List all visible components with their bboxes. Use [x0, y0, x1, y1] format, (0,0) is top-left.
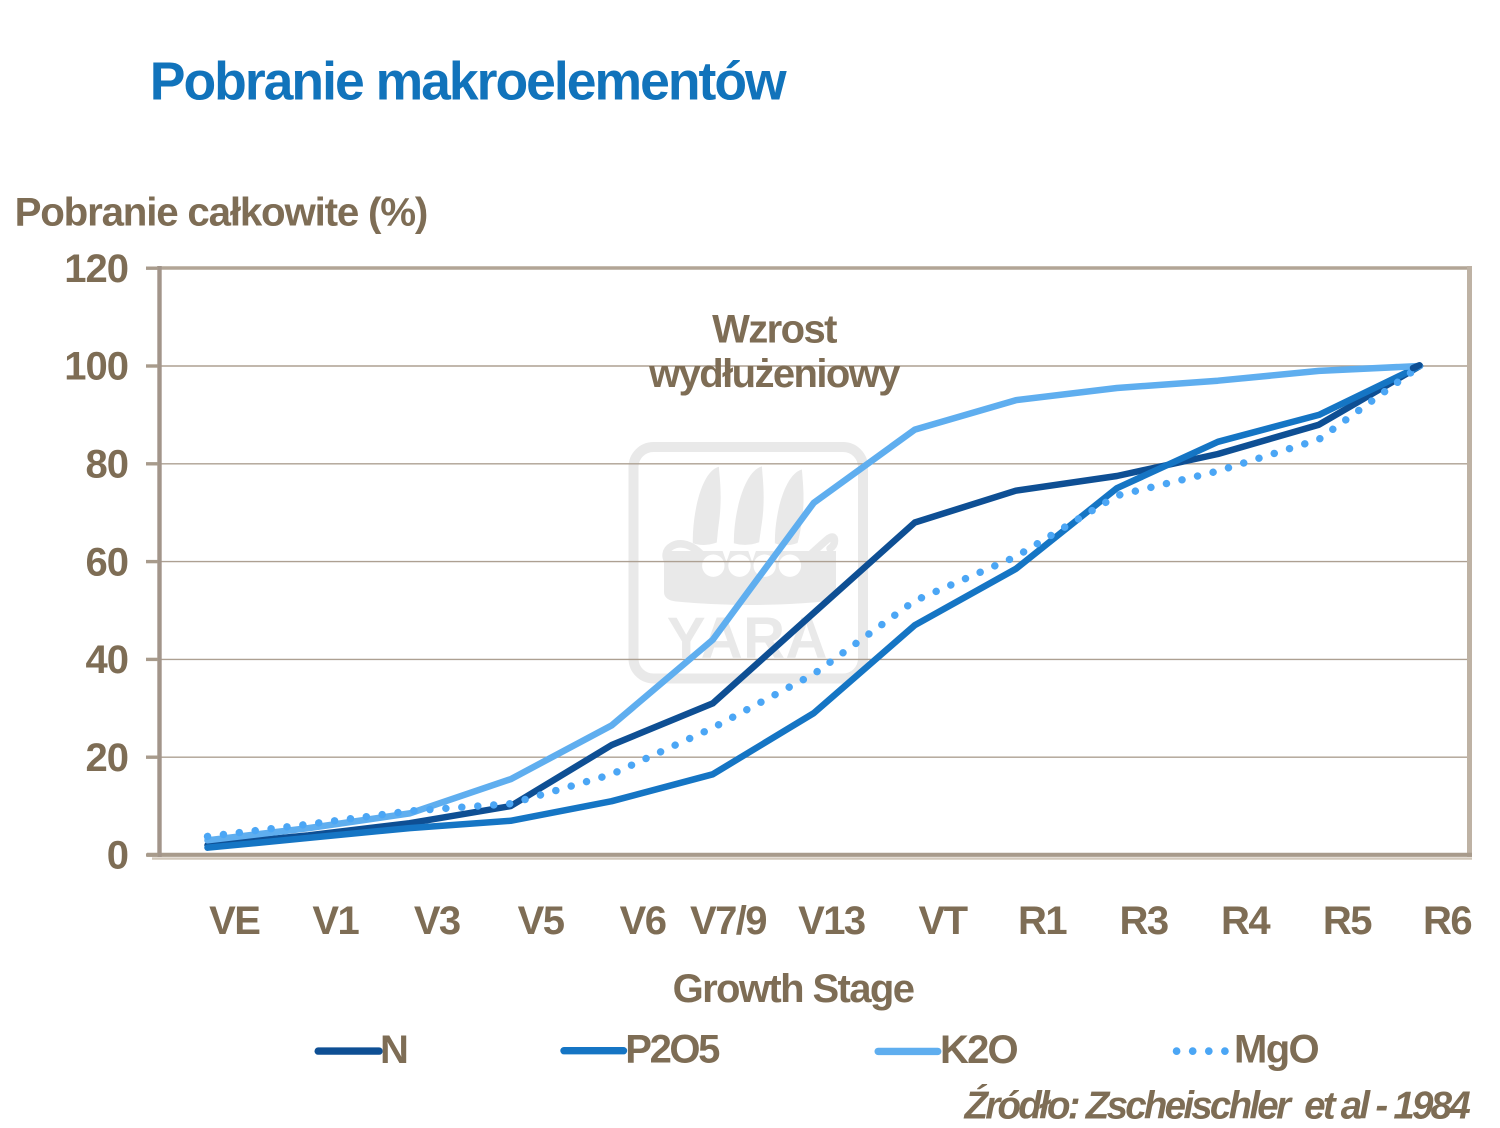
- svg-text:VE: VE: [209, 899, 260, 943]
- svg-text:V7/9: V7/9: [690, 899, 766, 943]
- svg-text:Pobranie całkowite (%): Pobranie całkowite (%): [15, 190, 428, 235]
- svg-text:R6: R6: [1423, 899, 1471, 943]
- svg-text:V6: V6: [620, 899, 666, 943]
- svg-text:60: 60: [86, 540, 129, 584]
- svg-text:Growth Stage: Growth Stage: [673, 967, 914, 1011]
- svg-text:Źródło: Zscheischler et al -: Źródło: Zscheischler et al - 1984: [964, 1084, 1471, 1128]
- svg-text:P2O5: P2O5: [625, 1027, 720, 1071]
- svg-text:R5: R5: [1323, 899, 1372, 943]
- svg-text:0: 0: [107, 834, 128, 878]
- svg-text:100: 100: [64, 345, 128, 389]
- svg-text:R3: R3: [1120, 899, 1168, 943]
- svg-text:V3: V3: [414, 899, 460, 943]
- svg-text:V13: V13: [798, 899, 865, 943]
- svg-text:MgO: MgO: [1234, 1027, 1319, 1071]
- svg-text:K2O: K2O: [940, 1028, 1018, 1072]
- svg-text:wydłużeniowy: wydłużeniowy: [648, 352, 901, 396]
- svg-text:V5: V5: [518, 899, 565, 943]
- svg-text:20: 20: [86, 736, 129, 780]
- svg-text:VT: VT: [919, 899, 968, 943]
- svg-text:80: 80: [86, 443, 129, 487]
- svg-text:R4: R4: [1221, 899, 1271, 943]
- svg-text:Wzrost: Wzrost: [712, 308, 837, 352]
- svg-text:V1: V1: [312, 899, 359, 943]
- svg-text:120: 120: [64, 247, 128, 291]
- svg-text:Pobranie makroelementów: Pobranie makroelementów: [150, 53, 787, 112]
- svg-text:40: 40: [86, 638, 129, 682]
- svg-text:N: N: [380, 1028, 407, 1072]
- svg-text:R1: R1: [1018, 899, 1067, 943]
